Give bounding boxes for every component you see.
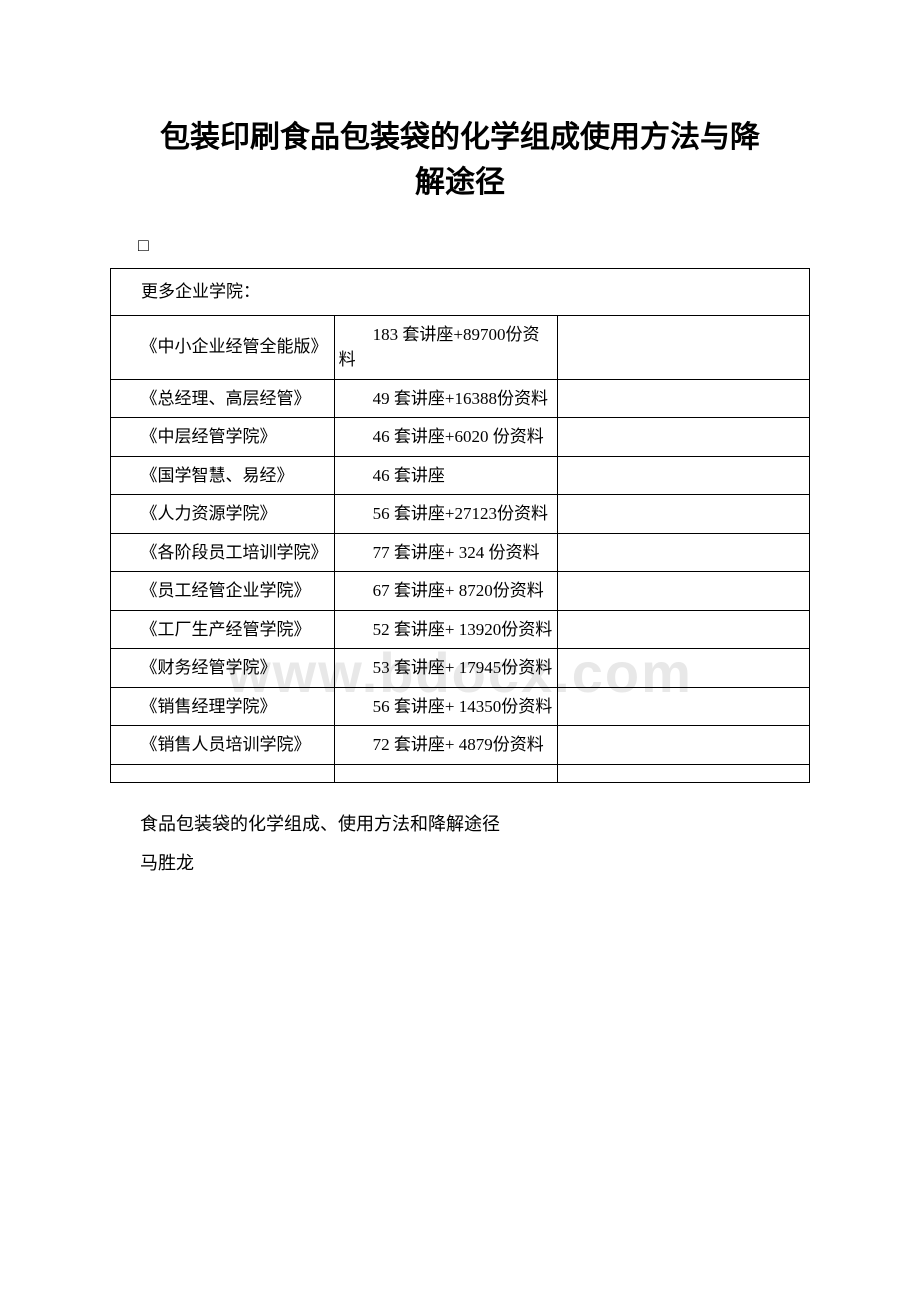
course-content-cell: 49 套讲座+16388份资料 [334, 379, 558, 418]
table-row: 《国学智慧、易经》 46 套讲座 [111, 456, 810, 495]
empty-cell [334, 764, 558, 782]
course-name-cell: 《工厂生产经管学院》 [111, 610, 335, 649]
empty-cell [558, 533, 810, 572]
course-name-cell: 《财务经管学院》 [111, 649, 335, 688]
empty-cell [558, 495, 810, 534]
empty-cell [558, 726, 810, 765]
table-row: 《各阶段员工培训学院》 77 套讲座+ 324 份资料 [111, 533, 810, 572]
empty-cell [558, 379, 810, 418]
table-row: 《工厂生产经管学院》 52 套讲座+ 13920份资料 [111, 610, 810, 649]
course-content-cell: 183 套讲座+89700份资料 [334, 315, 558, 379]
course-content-cell: 72 套讲座+ 4879份资料 [334, 726, 558, 765]
course-name-cell: 《中小企业经管全能版》 [111, 315, 335, 379]
course-name-cell: 《国学智慧、易经》 [111, 456, 335, 495]
title-line-2: 解途径 [415, 166, 505, 199]
empty-cell [558, 687, 810, 726]
table-row: 《员工经管企业学院》 67 套讲座+ 8720份资料 [111, 572, 810, 611]
course-name-cell: 《各阶段员工培训学院》 [111, 533, 335, 572]
table-header-cell: 更多企业学院： [111, 269, 810, 316]
empty-cell [558, 315, 810, 379]
empty-cell [558, 572, 810, 611]
course-content-cell: 77 套讲座+ 324 份资料 [334, 533, 558, 572]
course-content-cell: 56 套讲座+27123份资料 [334, 495, 558, 534]
title-line-1: 包装印刷食品包装袋的化学组成使用方法与降 [160, 121, 760, 154]
table-row: 《中层经管学院》 46 套讲座+6020 份资料 [111, 418, 810, 457]
table-row: 《销售经理学院》 56 套讲座+ 14350份资料 [111, 687, 810, 726]
course-content-cell: 67 套讲座+ 8720份资料 [334, 572, 558, 611]
table-row: 《中小企业经管全能版》 183 套讲座+89700份资料 [111, 315, 810, 379]
body-text-author: 马胜龙 [110, 844, 810, 884]
body-text-line: 食品包装袋的化学组成、使用方法和降解途径 [110, 805, 810, 845]
course-name-cell: 《员工经管企业学院》 [111, 572, 335, 611]
course-content-cell: 53 套讲座+ 17945份资料 [334, 649, 558, 688]
table-row: 《总经理、高层经管》 49 套讲座+16388份资料 [111, 379, 810, 418]
empty-cell [558, 610, 810, 649]
table-row: 《财务经管学院》 53 套讲座+ 17945份资料 [111, 649, 810, 688]
empty-cell [558, 764, 810, 782]
course-table: 更多企业学院： 《中小企业经管全能版》 183 套讲座+89700份资料 《总经… [110, 268, 810, 783]
table-empty-row [111, 764, 810, 782]
empty-cell [558, 649, 810, 688]
course-content-cell: 46 套讲座 [334, 456, 558, 495]
course-content-cell: 52 套讲座+ 13920份资料 [334, 610, 558, 649]
table-row: 《销售人员培训学院》 72 套讲座+ 4879份资料 [111, 726, 810, 765]
page-container: 包装印刷食品包装袋的化学组成使用方法与降 解途径 □ 更多企业学院： 《中小企业… [0, 0, 920, 924]
course-name-cell: 《总经理、高层经管》 [111, 379, 335, 418]
course-content-cell: 46 套讲座+6020 份资料 [334, 418, 558, 457]
checkbox-mark: □ [138, 235, 810, 256]
course-name-cell: 《销售人员培训学院》 [111, 726, 335, 765]
course-name-cell: 《销售经理学院》 [111, 687, 335, 726]
table-row: 《人力资源学院》 56 套讲座+27123份资料 [111, 495, 810, 534]
course-name-cell: 《中层经管学院》 [111, 418, 335, 457]
empty-cell [558, 418, 810, 457]
course-name-cell: 《人力资源学院》 [111, 495, 335, 534]
empty-cell [111, 764, 335, 782]
document-title: 包装印刷食品包装袋的化学组成使用方法与降 解途径 [110, 115, 810, 205]
course-content-cell: 56 套讲座+ 14350份资料 [334, 687, 558, 726]
empty-cell [558, 456, 810, 495]
table-header-row: 更多企业学院： [111, 269, 810, 316]
